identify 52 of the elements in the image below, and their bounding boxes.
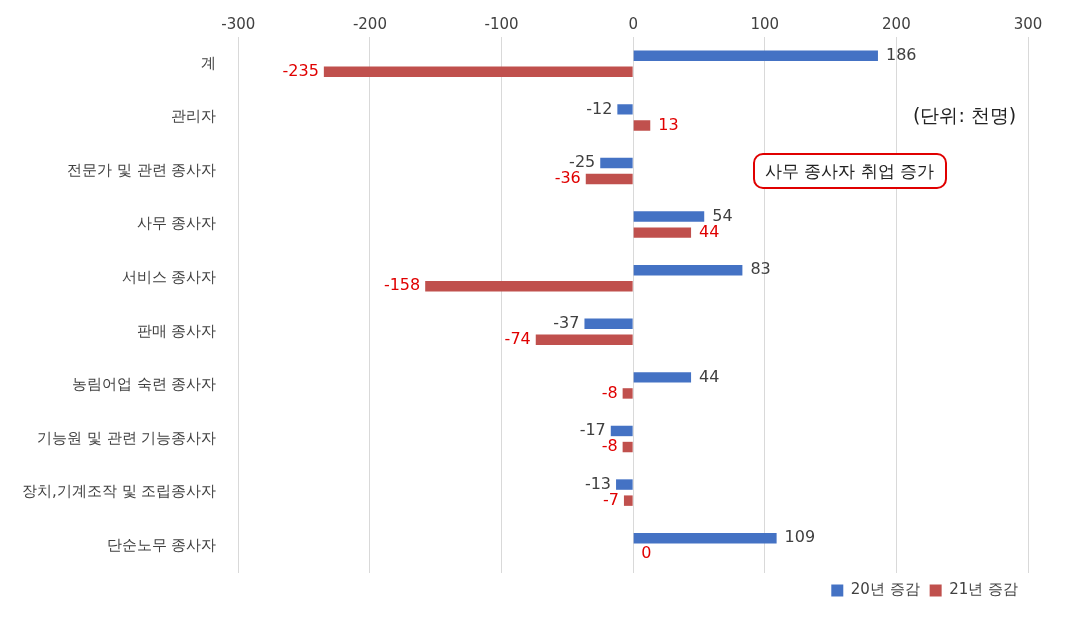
bar — [585, 173, 633, 185]
bar — [633, 532, 777, 544]
x-tick-label: 0 — [628, 14, 638, 33]
bar — [633, 211, 705, 222]
annotation: (단위: 천명) — [913, 103, 1017, 128]
data-label: 0 — [641, 543, 652, 563]
bar — [622, 441, 633, 453]
bar — [610, 425, 633, 437]
data-label: 109 — [784, 527, 816, 547]
bar — [623, 495, 633, 506]
bar — [323, 66, 633, 78]
x-tick-label: 200 — [882, 14, 911, 33]
y-tick-label: 판매 종사자 — [136, 321, 217, 340]
y-tick-label: 전문가 및 관련 종사자 — [66, 160, 217, 179]
y-tick-label: 농림어업 숙련 종사자 — [71, 375, 217, 394]
x-tick-label: -200 — [352, 14, 387, 33]
y-tick-label: 사무 종사자 — [136, 214, 217, 233]
bar — [617, 104, 633, 115]
bar — [425, 281, 633, 292]
y-tick-label: 관리자 — [171, 107, 217, 126]
bar — [600, 157, 633, 169]
bar — [633, 50, 878, 61]
data-label: -8 — [601, 382, 618, 402]
y-tick-label: 장치,기계조작 및 조립종사자 — [21, 482, 217, 501]
speech-bubble: 사무 종사자 취업 증가 — [753, 153, 947, 189]
bar — [584, 318, 633, 329]
bar — [633, 372, 692, 383]
y-tick-label: 계 — [201, 53, 217, 72]
data-label: -158 — [383, 275, 421, 295]
y-tick-label: 단순노무 종사자 — [106, 536, 217, 555]
x-tick-label: 300 — [1013, 14, 1043, 33]
bar — [622, 388, 633, 399]
bar — [633, 120, 651, 131]
data-label: -37 — [553, 312, 580, 332]
bar — [616, 479, 633, 490]
data-label: -235 — [282, 61, 319, 80]
data-label: 13 — [658, 114, 679, 134]
legend-label: 20년 증감 — [850, 580, 920, 599]
x-tick-label: 100 — [750, 14, 780, 33]
data-label: 186 — [885, 44, 917, 64]
data-label: -12 — [586, 98, 613, 118]
bar — [633, 227, 692, 238]
legend-label: 21년 증감 — [949, 580, 1018, 599]
data-label: 44 — [699, 366, 720, 386]
data-label: -74 — [504, 329, 531, 348]
data-label: 83 — [750, 259, 771, 279]
y-tick-label: 서비스 종사자 — [121, 268, 217, 287]
bar — [535, 334, 633, 346]
x-tick-label: -100 — [484, 14, 519, 33]
x-tick-label: -300 — [221, 14, 256, 33]
bar — [633, 264, 743, 276]
y-tick-label: 기능원 및 관련 기능종사자 — [36, 428, 217, 447]
